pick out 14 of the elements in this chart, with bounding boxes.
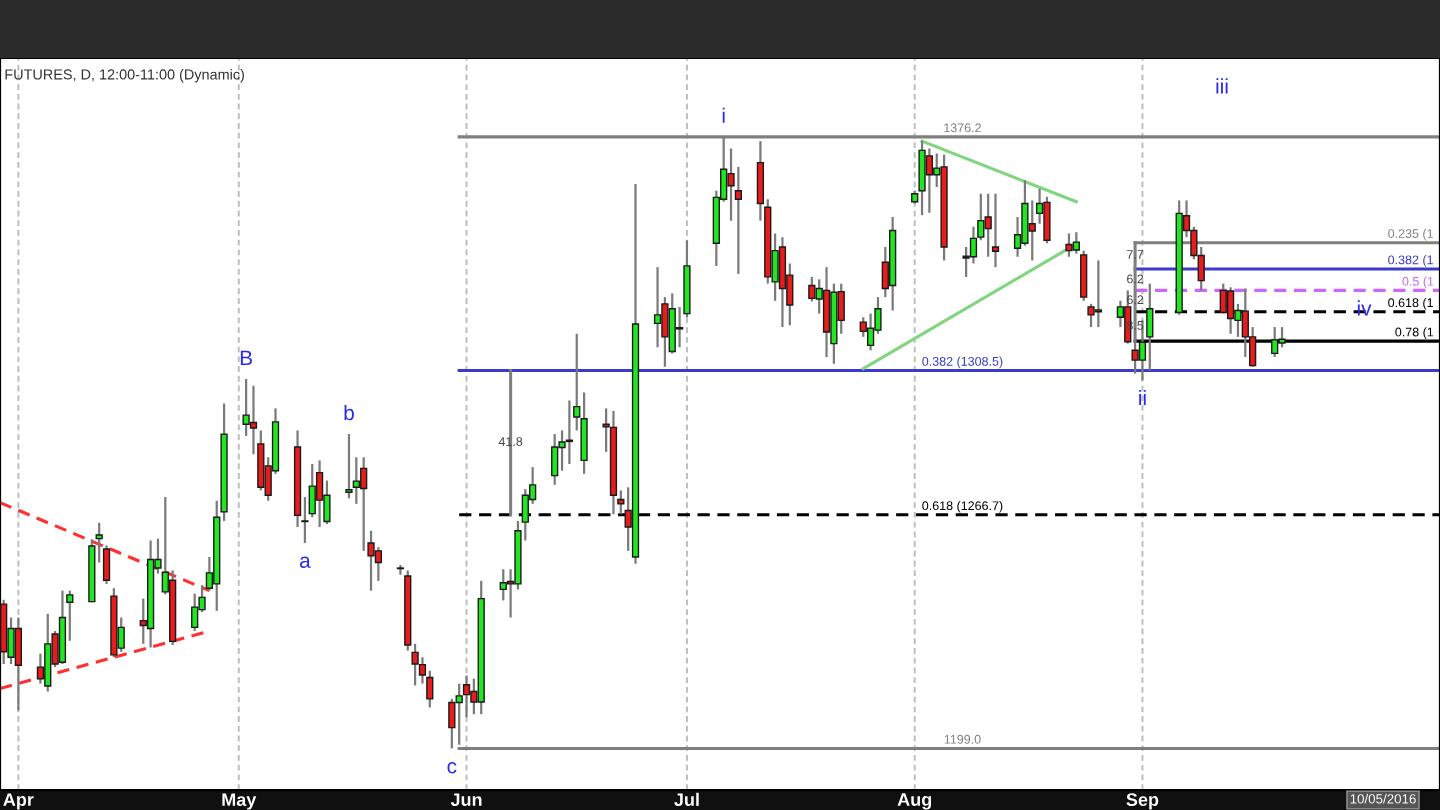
annotation: b: [344, 404, 354, 421]
annotation: iv: [1357, 300, 1372, 316]
annotation: i: [722, 107, 725, 123]
x-tick-label: Sep: [1126, 793, 1159, 810]
x-tick-label: Jul: [674, 792, 699, 807]
x-tick-label: Jun: [450, 793, 482, 807]
x-tick-label: Apr: [3, 793, 34, 810]
x-tick-label: Aug: [897, 793, 932, 810]
annotation: c: [447, 762, 457, 774]
x-tick-label: May: [222, 793, 257, 810]
annotation: ii: [1139, 390, 1146, 406]
text: iii: [1216, 78, 1228, 94]
annotation: a: [299, 556, 311, 568]
annotation: B: [240, 350, 252, 366]
